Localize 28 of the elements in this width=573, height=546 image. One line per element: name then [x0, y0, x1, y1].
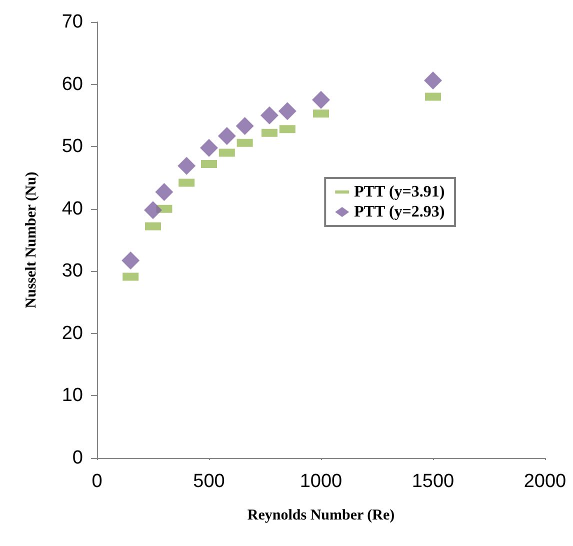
y-tick-label: 40 [62, 198, 83, 220]
x-tick-label: 2000 [524, 471, 566, 492]
y-tick-label: 30 [62, 260, 83, 282]
point [236, 117, 254, 136]
x-tick-label: 1000 [300, 471, 342, 492]
point [144, 201, 162, 220]
x-axis-title: Reynolds Number (Re) [247, 508, 395, 524]
x-tick-label: 0 [92, 471, 102, 492]
y-tick-label: 60 [62, 74, 83, 95]
point [155, 183, 174, 202]
point [278, 102, 296, 120]
legend-label: PTT (y=3.91) [354, 184, 445, 200]
x-tick-label: 500 [193, 471, 225, 492]
y-tick-label: 10 [62, 385, 83, 406]
legend-label: PTT (y=2.93) [354, 204, 445, 220]
point [122, 252, 140, 270]
point [260, 106, 278, 124]
point [218, 126, 236, 145]
y-tick-label: 50 [62, 136, 83, 158]
point [312, 90, 330, 109]
y-axis-title: Nusselt Number (Nu) [24, 172, 40, 308]
point [200, 138, 218, 157]
point [178, 156, 196, 175]
y-tick-label: 70 [62, 12, 83, 32]
point [424, 72, 442, 90]
x-tick-label: 1500 [412, 471, 454, 492]
y-tick-label: 0 [72, 448, 83, 468]
y-tick-label: 20 [62, 322, 83, 344]
